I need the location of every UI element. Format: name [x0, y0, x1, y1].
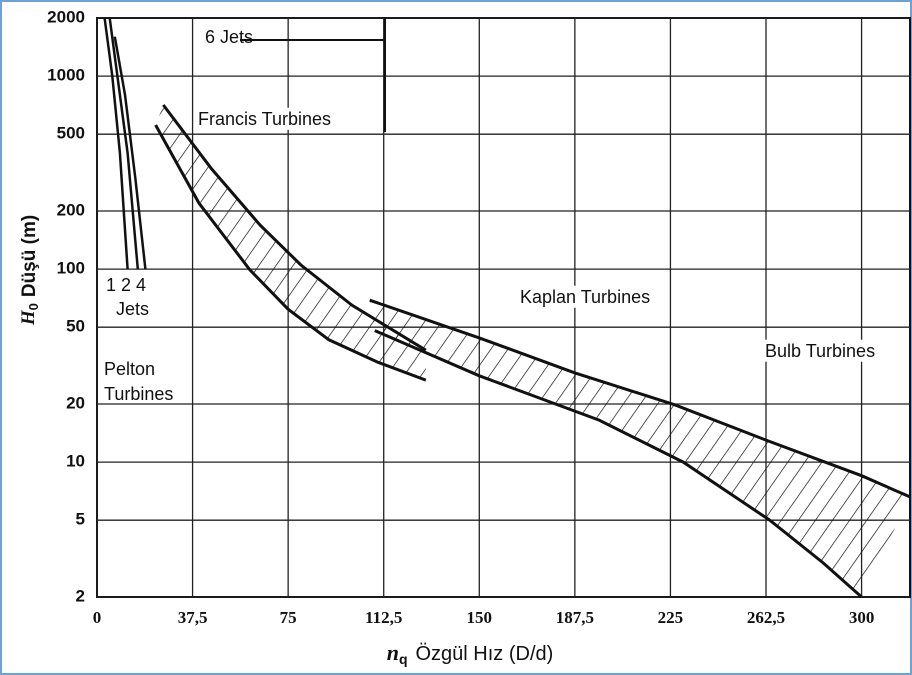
- x-tick-label: 225: [658, 608, 684, 627]
- x-label-symbol: n: [387, 640, 399, 665]
- y-tick-label: 500: [57, 124, 85, 143]
- annotation: 1 2 4: [106, 275, 146, 295]
- y-tick-label: 2: [76, 586, 85, 605]
- x-tick-label: 112,5: [365, 608, 402, 627]
- x-tick-label: 0: [93, 608, 102, 627]
- y-tick-label: 200: [57, 200, 85, 219]
- annotation-background: [517, 285, 654, 308]
- x-tick-label: 150: [467, 608, 493, 627]
- annotation: 6 Jets: [205, 27, 253, 47]
- boundary-curve: [154, 124, 427, 382]
- annotation-background: [202, 25, 257, 48]
- annotation: Francis Turbines: [198, 109, 331, 129]
- x-tick-label: 37,5: [178, 608, 208, 627]
- annotation-background: [762, 339, 879, 362]
- x-tick-label: 75: [280, 608, 297, 627]
- boundary-curve: [369, 298, 911, 499]
- x-axis-label: nq Özgül Hız (D/d): [387, 640, 554, 667]
- annotation: Jets: [116, 299, 149, 319]
- annotation: Bulb Turbines: [765, 341, 875, 361]
- y-label-text: Düşü (m): [19, 215, 40, 297]
- annotation: Pelton: [104, 359, 155, 379]
- x-tick-label: 187,5: [556, 608, 594, 627]
- x-label-text: Özgül Hız (D/d): [416, 643, 554, 665]
- y-tick-label: 50: [66, 317, 85, 336]
- y-tick-label: 5: [76, 510, 85, 529]
- boundary-curve: [374, 329, 863, 599]
- annotation: Turbines: [104, 384, 173, 404]
- y-axis-label: H0 Düşü (m): [18, 215, 41, 326]
- x-tick-label: 300: [849, 608, 875, 627]
- pelton-curve: [103, 17, 129, 270]
- y-tick-label: 1000: [47, 66, 85, 85]
- annotation-background: [195, 107, 335, 130]
- pelton-curve: [113, 36, 147, 270]
- y-tick-label: 2000: [47, 7, 85, 26]
- pelton-curve: [108, 17, 140, 270]
- y-label-sub: 0: [26, 303, 41, 310]
- y-tick-label: 10: [66, 452, 85, 471]
- region-hatch: [155, 105, 426, 381]
- y-label-symbol: H: [18, 309, 39, 326]
- x-label-sub: q: [399, 651, 408, 667]
- y-tick-label: 20: [66, 393, 85, 412]
- x-tick-label: 262,5: [747, 608, 785, 627]
- annotation: Kaplan Turbines: [520, 287, 650, 307]
- boundary-curve: [162, 104, 427, 352]
- y-tick-label: 100: [57, 259, 85, 278]
